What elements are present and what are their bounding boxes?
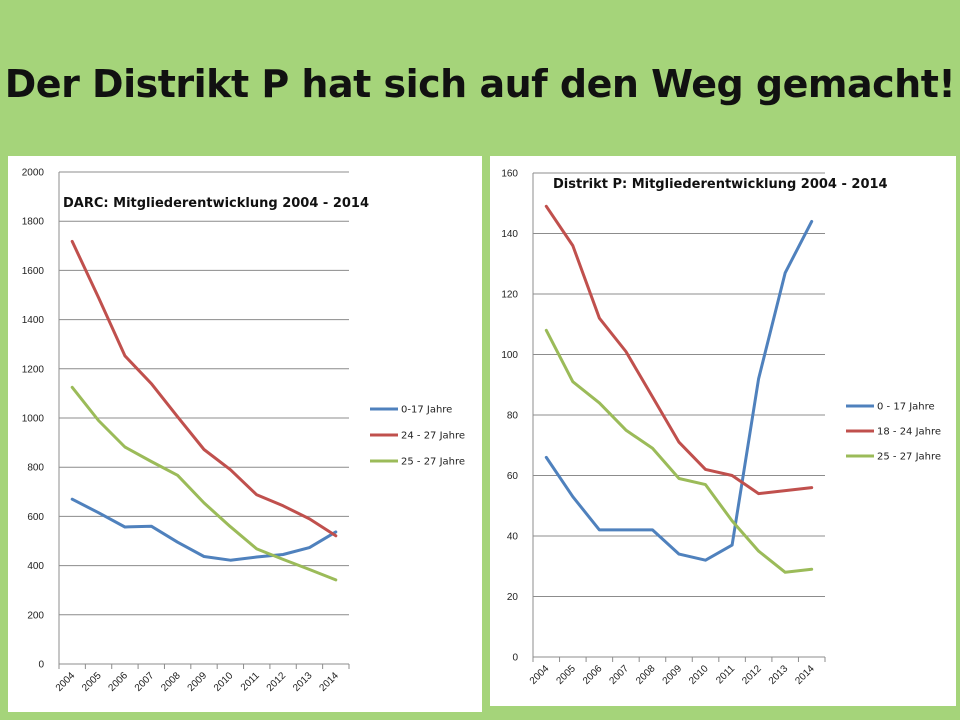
- x-tick-label: 2008: [159, 670, 183, 694]
- y-tick-label: 80: [507, 411, 519, 422]
- x-tick-label: 2005: [554, 663, 578, 687]
- x-tick-label: 2011: [239, 670, 262, 693]
- series-line-18-24-jahre: [544, 204, 814, 496]
- x-tick-label: 2005: [80, 670, 104, 694]
- series-line-25-27-jahre: [70, 385, 338, 582]
- series-line-25-27-jahre: [544, 328, 814, 574]
- y-tick-label: 800: [27, 463, 44, 474]
- y-tick-label: 1200: [22, 364, 45, 375]
- x-tick-label: 2013: [767, 663, 791, 687]
- x-tick-label: 2010: [212, 670, 236, 694]
- y-tick-label: 600: [27, 512, 44, 523]
- x-tick-label: 2011: [714, 663, 737, 686]
- x-tick-label: 2014: [317, 670, 341, 694]
- legend-label: 24 - 27 Jahre: [401, 431, 465, 442]
- x-tick-label: 2010: [687, 663, 711, 687]
- y-tick-label: 140: [501, 229, 518, 240]
- x-tick-label: 2012: [740, 663, 764, 687]
- y-tick-label: 40: [507, 532, 519, 543]
- darc-line-chart: 0 200 400 600 800 1000 1200 1400 1600 1800 2000 200…: [22, 168, 465, 694]
- legend-label: 25 - 27 Jahre: [401, 457, 465, 468]
- y-tick-label: 0: [38, 660, 44, 671]
- x-tick-label: 2004: [54, 670, 78, 694]
- y-tick-label: 120: [501, 290, 518, 301]
- x-tick-label: 2014: [793, 663, 817, 687]
- x-tick-label: 2008: [634, 663, 658, 687]
- x-tick-label: 2006: [581, 663, 605, 687]
- chart-title: DARC: Mitgliederentwicklung 2004 - 2014: [63, 196, 369, 211]
- y-tick-label: 0: [512, 653, 518, 664]
- y-tick-label: 400: [27, 561, 44, 572]
- y-tick-label: 1800: [22, 217, 45, 228]
- legend-label: 0-17 Jahre: [401, 405, 452, 416]
- x-tick-label: 2006: [107, 670, 131, 694]
- slide-title: Der Distrikt P hat sich auf den Weg gema…: [4, 62, 956, 106]
- y-tick-label: 1400: [22, 315, 45, 326]
- x-tick-label: 2004: [528, 663, 552, 687]
- chart-title: Distrikt P: Mitgliederentwicklung 2004 -…: [553, 177, 888, 192]
- x-tick-label: 2012: [265, 670, 289, 694]
- series-line-0-17-jahre: [70, 497, 338, 562]
- chart-panel-darc: 0 200 400 600 800 1000 1200 1400 1600 1800 2000 200…: [8, 156, 482, 712]
- x-tick-label: 2007: [133, 670, 157, 694]
- x-tick-label: 2013: [291, 670, 315, 694]
- y-tick-label: 60: [507, 471, 519, 482]
- legend-label: 0 - 17 Jahre: [877, 402, 935, 413]
- chart-panel-distrikt-p: 0 20 40 60 80 100 120 140 160 2004 2005 2006 2007 200…: [490, 156, 956, 706]
- y-tick-label: 1600: [22, 266, 45, 277]
- y-tick-label: 200: [27, 610, 44, 621]
- y-tick-label: 160: [501, 169, 518, 180]
- y-tick-label: 1000: [22, 414, 45, 425]
- y-tick-label: 100: [501, 350, 518, 361]
- x-tick-label: 2009: [661, 663, 685, 687]
- series-line-24-27-jahre: [70, 239, 338, 538]
- y-tick-label: 20: [507, 592, 519, 603]
- legend-label: 18 - 24 Jahre: [877, 427, 941, 438]
- legend-label: 25 - 27 Jahre: [877, 452, 941, 463]
- x-tick-label: 2007: [608, 663, 632, 687]
- x-tick-label: 2009: [186, 670, 210, 694]
- series-line-0-17-jahre: [544, 219, 814, 562]
- y-tick-label: 2000: [22, 168, 45, 179]
